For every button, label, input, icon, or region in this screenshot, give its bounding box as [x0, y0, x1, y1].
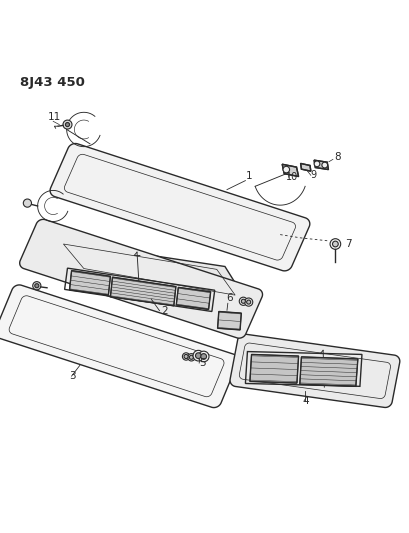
Text: 5: 5: [199, 358, 206, 368]
Polygon shape: [300, 357, 358, 386]
Text: 8: 8: [335, 152, 341, 162]
Polygon shape: [230, 334, 400, 407]
Polygon shape: [50, 143, 310, 271]
Circle shape: [188, 353, 195, 361]
Circle shape: [283, 166, 290, 173]
Circle shape: [33, 281, 41, 290]
Circle shape: [330, 239, 341, 249]
Polygon shape: [110, 277, 176, 306]
Circle shape: [314, 161, 320, 167]
Circle shape: [322, 162, 328, 168]
Text: 10: 10: [286, 172, 299, 182]
Circle shape: [198, 351, 209, 362]
Circle shape: [196, 353, 201, 359]
Circle shape: [23, 199, 31, 207]
Circle shape: [184, 354, 188, 359]
Polygon shape: [70, 271, 110, 295]
Circle shape: [65, 123, 70, 127]
Polygon shape: [218, 311, 241, 330]
Text: 2: 2: [162, 305, 168, 316]
Text: 1: 1: [245, 171, 252, 181]
Polygon shape: [176, 287, 211, 310]
Polygon shape: [301, 164, 311, 171]
Polygon shape: [250, 354, 299, 383]
Circle shape: [245, 298, 253, 306]
Text: 7: 7: [346, 239, 352, 249]
Circle shape: [63, 120, 72, 129]
Circle shape: [193, 350, 204, 361]
Circle shape: [247, 300, 251, 304]
Polygon shape: [0, 285, 238, 408]
Text: 6: 6: [226, 293, 233, 303]
Circle shape: [239, 297, 247, 305]
Text: 3: 3: [70, 371, 76, 381]
Circle shape: [35, 284, 39, 288]
Circle shape: [333, 241, 338, 247]
Circle shape: [241, 299, 245, 303]
Circle shape: [201, 353, 207, 359]
Polygon shape: [282, 164, 299, 176]
Text: 8J43 450: 8J43 450: [20, 76, 85, 90]
Polygon shape: [314, 160, 328, 169]
Text: 4: 4: [303, 397, 309, 406]
Polygon shape: [49, 240, 245, 299]
Text: 9: 9: [311, 169, 317, 180]
Polygon shape: [20, 220, 263, 338]
Circle shape: [189, 356, 193, 359]
Text: 11: 11: [48, 112, 61, 122]
Circle shape: [182, 353, 190, 360]
